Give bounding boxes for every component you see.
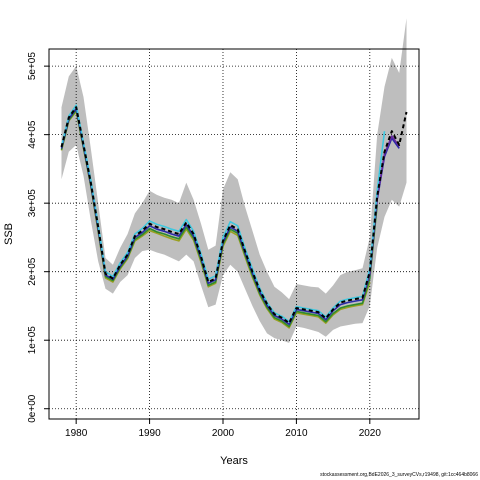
series-layer xyxy=(60,104,408,329)
series-line-0 xyxy=(60,106,408,325)
y-axis-ticks: 0e+00 1e+05 2e+05 3e+05 4e+05 5e+05 xyxy=(27,52,49,423)
y-axis-title: SSB xyxy=(3,223,15,245)
y-tick-label: 3e+05 xyxy=(27,189,38,218)
y-tick-label: 5e+05 xyxy=(27,52,38,81)
credit-text: stockassessment.org,BdE2026_3_surveyCVs,… xyxy=(320,472,478,478)
confidence-band-layer xyxy=(61,18,407,343)
plot-frame xyxy=(48,48,420,420)
x-tick-label: 1980 xyxy=(65,428,88,439)
y-tick-label: 0e+00 xyxy=(27,394,38,423)
y-tick-label: 4e+05 xyxy=(27,120,38,149)
x-tick-label: 1990 xyxy=(138,428,161,439)
confidence-band xyxy=(61,18,407,343)
y-tick-label: 1e+05 xyxy=(27,326,38,355)
x-axis-ticks: 1980 1990 2000 2010 2020 xyxy=(65,419,381,439)
x-axis-title: Years xyxy=(220,455,248,467)
x-tick-label: 2010 xyxy=(285,428,308,439)
series-line-1 xyxy=(60,107,400,326)
x-tick-label: 2000 xyxy=(212,428,235,439)
series-line-4 xyxy=(60,110,371,329)
x-tick-label: 2020 xyxy=(359,428,382,439)
y-tick-label: 2e+05 xyxy=(27,257,38,286)
